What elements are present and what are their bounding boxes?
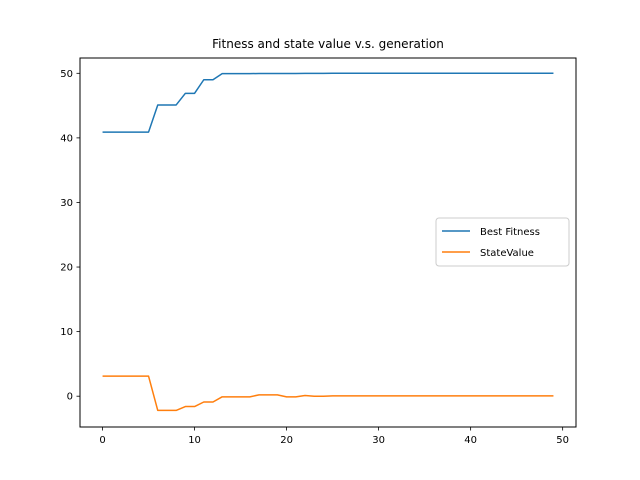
y-tick-label: 30 [60, 198, 73, 209]
x-tick-label: 50 [556, 435, 569, 446]
x-tick-label: 30 [372, 435, 385, 446]
series-line-2 [102, 375, 554, 412]
legend-box [435, 217, 570, 267]
x-tick-label: 10 [188, 435, 201, 446]
y-tick-label: 0 [67, 392, 73, 403]
legend-label-1: Best Fitness [480, 227, 540, 238]
plot-frame [79, 57, 577, 428]
x-tick-label: 0 [99, 435, 105, 446]
chart-title: Fitness and state value v.s. generation [212, 37, 444, 51]
x-axis: 0 10 20 30 40 50 [99, 427, 569, 446]
y-tick-label: 20 [60, 263, 73, 274]
plot-lines [102, 72, 554, 412]
y-tick-label: 40 [60, 133, 73, 144]
legend: Best Fitness StateValue [435, 217, 570, 267]
y-tick-label: 10 [60, 327, 73, 338]
legend-label-2: StateValue [480, 248, 534, 259]
x-tick-label: 40 [464, 435, 477, 446]
y-tick-label: 50 [60, 69, 73, 80]
y-axis: 0 10 20 30 40 50 [60, 69, 80, 403]
series-line-1 [102, 72, 554, 133]
x-tick-label: 20 [280, 435, 293, 446]
